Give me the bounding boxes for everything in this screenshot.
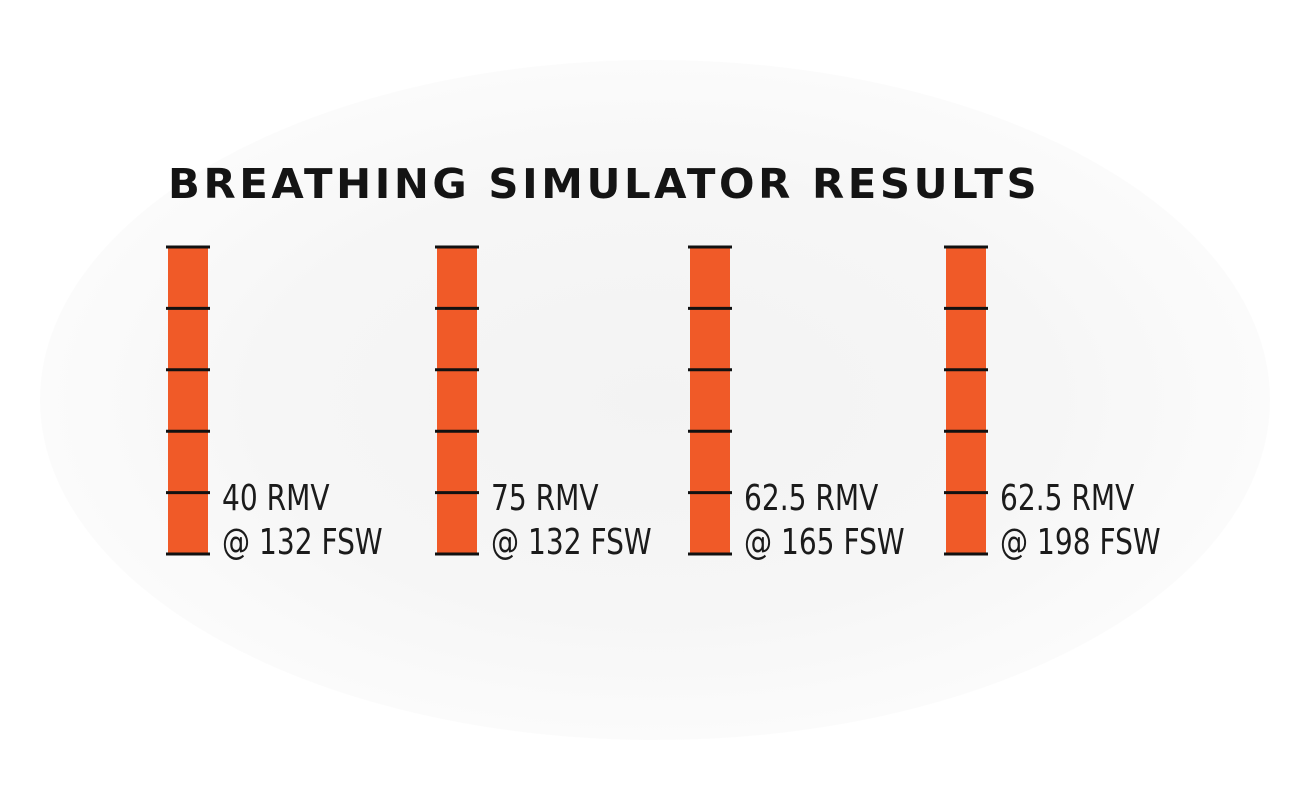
chart-title: BREATHING SIMULATOR RESULTS	[168, 160, 1041, 208]
bar-2-label-depth: @ 132 FSW	[491, 521, 652, 563]
bar-group-4: 62.5 RMV@ 198 FSW	[944, 245, 1161, 563]
bar-4	[946, 247, 986, 554]
bar-1-label-depth: @ 132 FSW	[222, 521, 383, 563]
bar-2-label-rmv: 75 RMV	[491, 477, 599, 519]
bar-3-label-rmv: 62.5 RMV	[744, 477, 878, 519]
bar-group-3: 62.5 RMV@ 165 FSW	[688, 245, 905, 563]
bar-3-label-depth: @ 165 FSW	[744, 521, 905, 563]
bar-4-label-depth: @ 198 FSW	[1000, 521, 1161, 563]
bar-group-2: 75 RMV@ 132 FSW	[435, 245, 652, 563]
bar-1-label-rmv: 40 RMV	[222, 477, 330, 519]
bar-4-label-rmv: 62.5 RMV	[1000, 477, 1134, 519]
bar-3	[690, 247, 730, 554]
bar-2	[437, 247, 477, 554]
bar-group-1: 40 RMV@ 132 FSW	[166, 245, 383, 563]
bar-1	[168, 247, 208, 554]
